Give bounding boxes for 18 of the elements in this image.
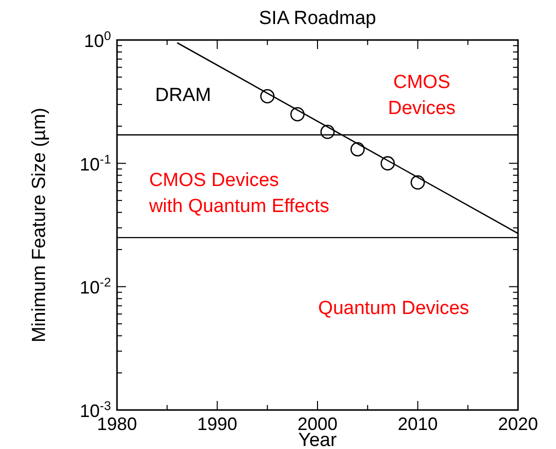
point xyxy=(290,107,305,122)
annotation: Quantum Devices xyxy=(318,298,470,319)
y-tick-label: 10$^{-2}$ xyxy=(80,276,111,298)
y-tick-label: 10$^{0}$ xyxy=(84,29,111,51)
chart-title: SIA Roadmap xyxy=(258,8,376,29)
x-tick-label: 2020 xyxy=(498,414,538,434)
annotation: CMOS Devices with Quantum Effects xyxy=(148,170,330,218)
point xyxy=(380,156,395,170)
y-axis-title: Minimum Feature Size (µm) xyxy=(29,108,50,342)
annotation: CMOS Devices xyxy=(388,72,456,120)
point xyxy=(320,124,335,139)
point xyxy=(350,142,365,156)
point xyxy=(410,175,425,190)
annotation: DRAM xyxy=(155,85,212,106)
x-tick-label: 1990 xyxy=(197,414,238,434)
y-tick-label: 10$^{-1}$ xyxy=(80,152,111,174)
point xyxy=(260,89,275,104)
x-tick-label: 2010 xyxy=(398,414,438,434)
